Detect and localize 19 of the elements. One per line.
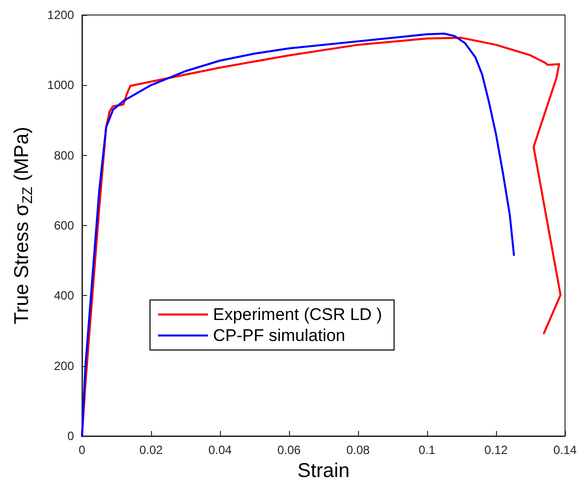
y-axis-title: True Stress σZZ (MPa) <box>11 126 35 324</box>
y-tick-label: 1200 <box>47 8 74 22</box>
x-tick-label: 0.06 <box>277 443 301 457</box>
x-tick-label: 0.1 <box>418 443 436 457</box>
y-tick-label: 200 <box>54 358 74 373</box>
x-tick-label: 0.12 <box>484 443 508 457</box>
y-tick-label: 600 <box>54 218 74 232</box>
x-tick-label: 0.02 <box>139 443 163 457</box>
x-tick-label: 0.08 <box>346 443 370 457</box>
legend-label: Experiment (CSR LD ) <box>213 305 382 324</box>
y-tick-label: 400 <box>54 288 74 303</box>
legend-label: CP-PF simulation <box>213 326 346 345</box>
x-tick-label: 0 <box>78 443 86 457</box>
y-tick-label: 0 <box>67 429 74 443</box>
x-tick-label: 0.14 <box>553 443 577 457</box>
y-tick-label: 800 <box>54 148 74 162</box>
x-axis-title: Strain <box>297 460 350 482</box>
y-tick-label: 1000 <box>47 78 74 92</box>
x-tick-label: 0.04 <box>208 443 232 457</box>
